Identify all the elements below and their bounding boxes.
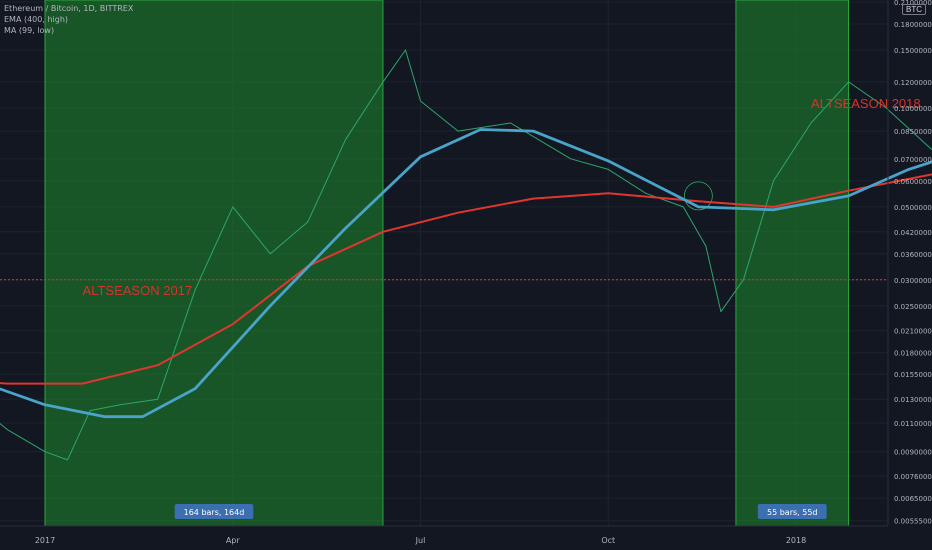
ma-series-line [0,128,932,419]
range-badge: 164 bars, 164d [174,504,254,519]
price-series-line [0,49,932,461]
range-badge-bg [174,504,254,519]
highlight-circle [683,181,713,211]
altseason-annotation: ALTSEASON 2018 [811,96,921,111]
ema-series-line [0,173,932,385]
altseason-zone [44,0,384,527]
x-tick-label: 2017 [35,536,55,545]
currency-badge[interactable]: BTC [902,4,926,15]
altseason-zone [735,0,850,527]
range-badge: 55 bars, 55d [757,504,827,519]
x-tick-label: Jul [415,536,426,545]
symbol-title: Ethereum / Bitcoin, 1D, BITTREX [4,4,134,13]
x-tick-label: Apr [226,536,241,545]
chart-legend: Ethereum / Bitcoin, 1D, BITTREX EMA (400… [4,3,133,36]
altseason-annotation: ALTSEASON 2017 [83,283,193,298]
range-badge-bg [757,504,827,519]
range-badge-label: 55 bars, 55d [767,508,818,517]
x-tick-label: 2018 [786,536,806,545]
ma-indicator-label: MA (99, low) [4,26,55,35]
y-tick-label: 0.00555000 [894,518,932,526]
x-tick-label: Oct [601,536,615,545]
range-badge-label: 164 bars, 164d [184,508,245,517]
ema-indicator-label: EMA (400, high) [4,15,69,24]
y-tick-label: 0.21000000 [894,0,932,7]
